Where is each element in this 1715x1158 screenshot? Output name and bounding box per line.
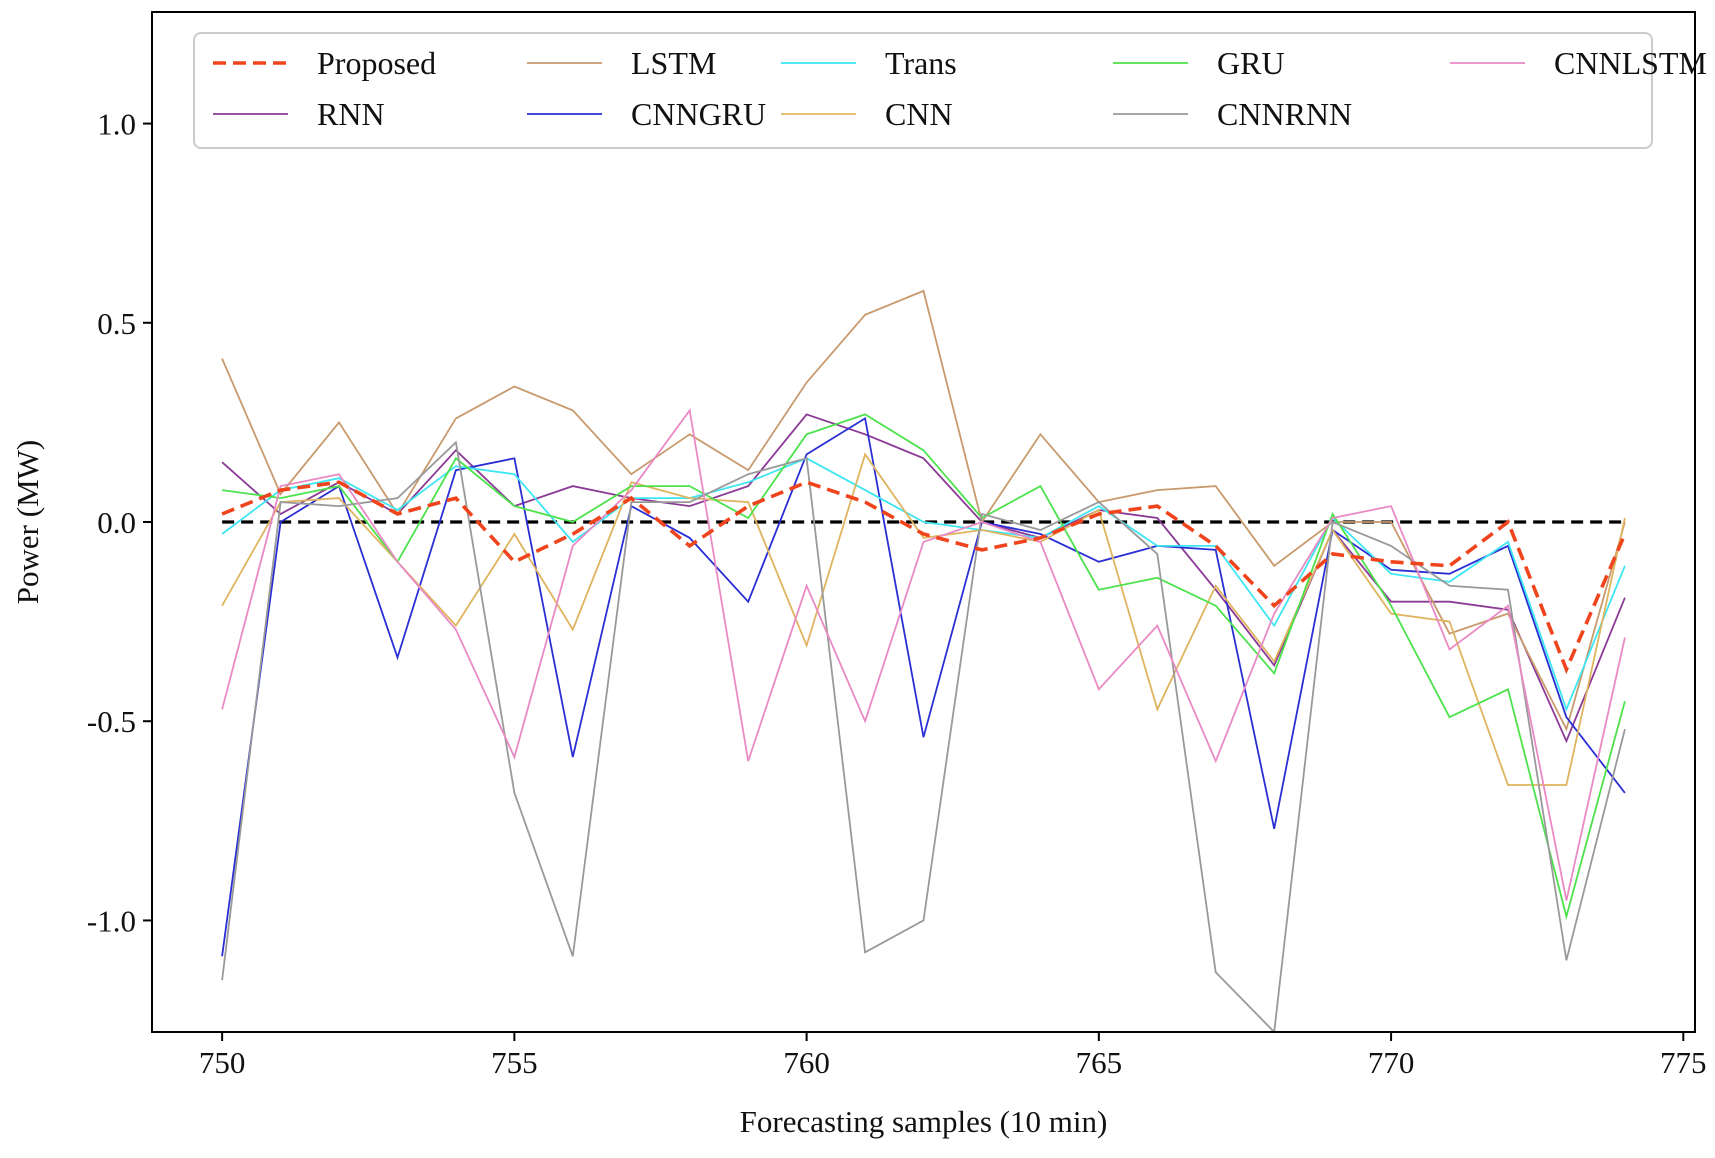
series-line-gru bbox=[221, 413, 1626, 921]
series-line-cnn bbox=[221, 452, 1626, 786]
y-tick-label: 1.0 bbox=[97, 107, 136, 142]
legend-label: Trans bbox=[885, 45, 957, 81]
legend-item-rnn: RNN bbox=[213, 96, 385, 132]
legend-item-cnnrnn: CNNRNN bbox=[1113, 96, 1352, 132]
series-line-proposed bbox=[221, 480, 1627, 675]
y-tick-label: -0.5 bbox=[87, 704, 136, 739]
legend-label: CNN bbox=[885, 96, 953, 132]
legend-item-cnnlstm: CNNLSTM bbox=[1450, 45, 1707, 81]
x-tick-label: 765 bbox=[1076, 1045, 1123, 1080]
y-tick-label: 0.5 bbox=[97, 306, 136, 341]
legend-item-proposed: Proposed bbox=[213, 45, 436, 81]
legend-item-trans: Trans bbox=[781, 45, 957, 81]
legend: ProposedRNNLSTMCNNGRUTransCNNGRUCNNRNNCN… bbox=[193, 32, 1707, 149]
series-line-cnnrnn bbox=[221, 440, 1626, 1032]
x-tick-label: 750 bbox=[199, 1045, 246, 1080]
legend-label: GRU bbox=[1217, 45, 1285, 81]
axis-ticks: 750 755 760 765 770 775 -1.0 -0.5 0.0 0.5 1.0 bbox=[87, 107, 1707, 1080]
legend-label: CNNRNN bbox=[1217, 96, 1352, 132]
legend-label: RNN bbox=[317, 96, 385, 132]
series-line-cnnlstm bbox=[221, 408, 1626, 901]
legend-box bbox=[193, 32, 1653, 149]
legend-item-cnngru: CNNGRU bbox=[527, 96, 766, 132]
x-tick-label: 775 bbox=[1660, 1045, 1707, 1080]
legend-item-gru: GRU bbox=[1113, 45, 1285, 81]
y-axis-label: Power (MW) bbox=[10, 440, 45, 604]
series-lines bbox=[221, 289, 1627, 1032]
legend-label: LSTM bbox=[631, 45, 716, 81]
legend-label: CNNLSTM bbox=[1554, 45, 1707, 81]
x-axis-label: Forecasting samples (10 min) bbox=[740, 1104, 1108, 1139]
series-line-lstm bbox=[221, 289, 1626, 732]
series-line-rnn bbox=[221, 413, 1626, 744]
x-tick-label: 755 bbox=[491, 1045, 538, 1080]
legend-item-lstm: LSTM bbox=[527, 45, 716, 81]
x-tick-label: 760 bbox=[783, 1045, 830, 1080]
x-tick-label: 770 bbox=[1368, 1045, 1415, 1080]
legend-label: CNNGRU bbox=[631, 96, 766, 132]
legend-label: Proposed bbox=[317, 45, 436, 81]
y-tick-label: 0.0 bbox=[97, 505, 136, 540]
legend-item-cnn: CNN bbox=[781, 96, 953, 132]
series-line-trans bbox=[221, 457, 1626, 712]
series-line-cnngru bbox=[221, 416, 1626, 957]
y-tick-label: -1.0 bbox=[87, 903, 136, 938]
